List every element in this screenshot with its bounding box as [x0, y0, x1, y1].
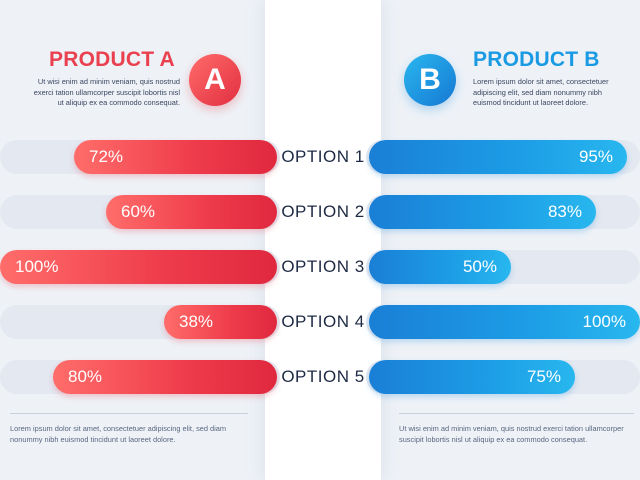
product-b-description: Lorem ipsum dolor sit amet, consectetuer…: [473, 77, 609, 107]
bar-product-a-5: [53, 360, 277, 394]
value-label-b-3: 50%: [462, 257, 497, 276]
footer-divider-left: [10, 413, 248, 414]
value-label-b-2: 83%: [547, 202, 582, 221]
value-label-a-2: 60%: [121, 202, 156, 221]
option-label-5: OPTION 5: [281, 367, 365, 386]
product-b-badge: B: [404, 54, 456, 106]
bar-product-a-2: [106, 195, 277, 229]
footer-note-right: Ut wisi enim ad minim veniam, quis nostr…: [399, 424, 624, 444]
option-label-2: OPTION 2: [281, 202, 365, 221]
center-options-panel: [265, 0, 381, 480]
option-label-1: OPTION 1: [281, 147, 365, 166]
bar-product-b-3: [369, 250, 511, 284]
value-label-a-3: 100%: [15, 257, 59, 276]
product-a-badge: A: [189, 54, 241, 106]
option-label-3: OPTION 3: [281, 257, 365, 276]
value-label-b-4: 100%: [582, 312, 626, 331]
bar-product-b-1: [369, 140, 627, 174]
bar-product-a-1: [74, 140, 277, 174]
footer-divider-right: [399, 413, 634, 414]
product-a-description: Ut wisi enim ad minim veniam, quis nostr…: [33, 77, 180, 107]
value-label-a-5: 80%: [68, 367, 103, 386]
value-label-a-1: 72%: [89, 147, 124, 166]
bar-product-a-3: [0, 250, 277, 284]
bar-product-a-4: [164, 305, 277, 339]
footer-note-left: Lorem ipsum dolor sit amet, consectetuer…: [10, 424, 227, 444]
value-label-a-4: 38%: [179, 312, 214, 331]
bar-product-b-4: [369, 305, 640, 339]
bar-product-b-5: [369, 360, 575, 394]
bar-product-b-2: [369, 195, 596, 229]
product-b-title: PRODUCT B: [473, 48, 600, 71]
value-label-b-5: 75%: [526, 367, 561, 386]
option-label-4: OPTION 4: [281, 312, 365, 331]
value-label-b-1: 95%: [578, 147, 613, 166]
product-a-title: PRODUCT A: [49, 48, 175, 71]
